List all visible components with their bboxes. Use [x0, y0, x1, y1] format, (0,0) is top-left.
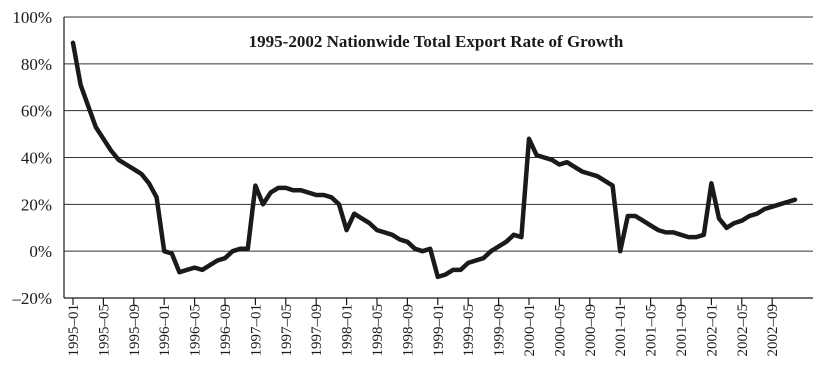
x-tick-label: 2002–05 — [735, 304, 751, 357]
x-tick-label: 1997–05 — [279, 304, 295, 357]
series-layer — [70, 40, 798, 280]
series-line — [70, 40, 798, 280]
y-tick-label: 20% — [21, 195, 52, 214]
y-tick-label: 80% — [21, 55, 52, 74]
x-tick-label: 2000–05 — [552, 304, 568, 357]
x-tick-label: 2001–09 — [674, 304, 690, 357]
x-tick-label: 1996–09 — [218, 304, 234, 357]
x-tick-label: 2002–01 — [704, 304, 720, 357]
x-tick-label: 1998–01 — [340, 304, 356, 357]
gridlines — [64, 16, 813, 252]
x-tick-label: 1995–09 — [127, 304, 143, 357]
x-tick-label: 1995–01 — [66, 304, 82, 357]
y-tick-label: 60% — [21, 102, 52, 121]
x-tick-label: 1996–01 — [157, 304, 173, 357]
axes — [63, 17, 813, 299]
y-tick-label: 40% — [21, 149, 52, 168]
x-tick-label: 1995–05 — [96, 304, 112, 357]
x-tick-label: 2000–01 — [522, 304, 538, 357]
x-tick-label: 1997–09 — [309, 304, 325, 357]
x-tick-label: 1999–09 — [492, 304, 508, 357]
x-tick-label: 2002–09 — [765, 304, 781, 357]
x-tick-label: 1998–09 — [400, 304, 416, 357]
x-tick-label: 1996–05 — [188, 304, 204, 357]
x-axis-ticks: 1995–01 1995–05 1995–09 1996–01 1996–05 1996–… — [66, 298, 781, 357]
y-tick-label: 100% — [12, 8, 52, 27]
y-axis-ticks: 100% 80% 60% 40% 20% 0% –20% — [11, 8, 52, 308]
x-tick-label: 2000–09 — [583, 304, 599, 357]
chart-title: 1995-2002 Nationwide Total Export Rate o… — [249, 32, 624, 51]
x-tick-label: 1997–01 — [248, 304, 264, 357]
y-tick-label: 0% — [29, 242, 52, 261]
x-tick-label: 2001–05 — [644, 304, 660, 357]
x-tick-label: 1999–01 — [431, 304, 447, 357]
y-tick-label: –20% — [11, 289, 52, 308]
x-tick-label: 2001–01 — [613, 304, 629, 357]
x-tick-label: 1999–05 — [461, 304, 477, 357]
x-tick-label: 1998–05 — [370, 304, 386, 357]
